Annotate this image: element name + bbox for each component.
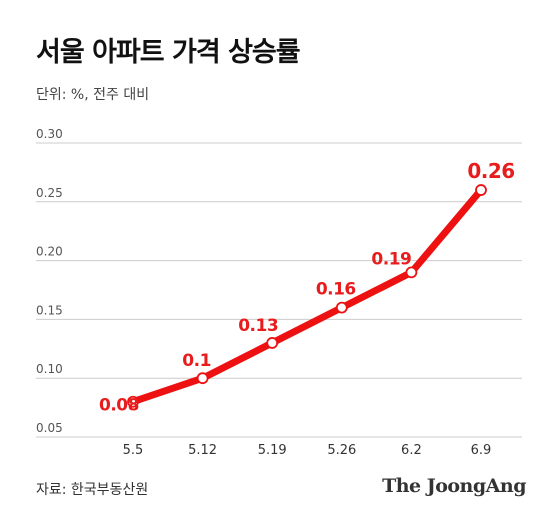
x-tick-label: 6.9 [471, 443, 492, 458]
data-point [127, 395, 139, 408]
source-note: 자료: 한국부동산원 [36, 482, 149, 498]
data-label: 0.13 [238, 316, 278, 336]
x-tick-label: 5.12 [188, 443, 217, 458]
data-point [266, 337, 279, 349]
data-label: 0.19 [371, 249, 411, 269]
data-label: 0.26 [467, 159, 514, 183]
y-tick-label: 0.05 [36, 421, 63, 435]
brand-logo: The JoongAng [382, 475, 526, 497]
y-tick-label: 0.10 [36, 362, 63, 376]
y-tick-label: 0.20 [36, 245, 63, 259]
x-tick-label: 5.26 [327, 443, 356, 458]
data-label: 0.1 [182, 351, 211, 371]
data-label: 0.08 [99, 396, 139, 416]
x-tick-label: 5.5 [123, 443, 144, 458]
unit-note: 단위: %, 전주 대비 [36, 87, 150, 103]
x-tick-label: 5.19 [258, 443, 287, 458]
data-label: 0.16 [316, 280, 356, 300]
series-line [129, 186, 485, 406]
y-tick-label: 0.30 [36, 127, 63, 141]
y-tick-label: 0.25 [36, 186, 63, 200]
data-point [196, 372, 209, 385]
x-tick-label: 6.2 [401, 443, 422, 458]
y-tick-label: 0.15 [36, 303, 63, 317]
chart-title: 서울 아파트 가격 상승률 [36, 37, 301, 68]
data-point [475, 184, 487, 196]
data-point [405, 266, 418, 279]
data-point [335, 301, 348, 314]
